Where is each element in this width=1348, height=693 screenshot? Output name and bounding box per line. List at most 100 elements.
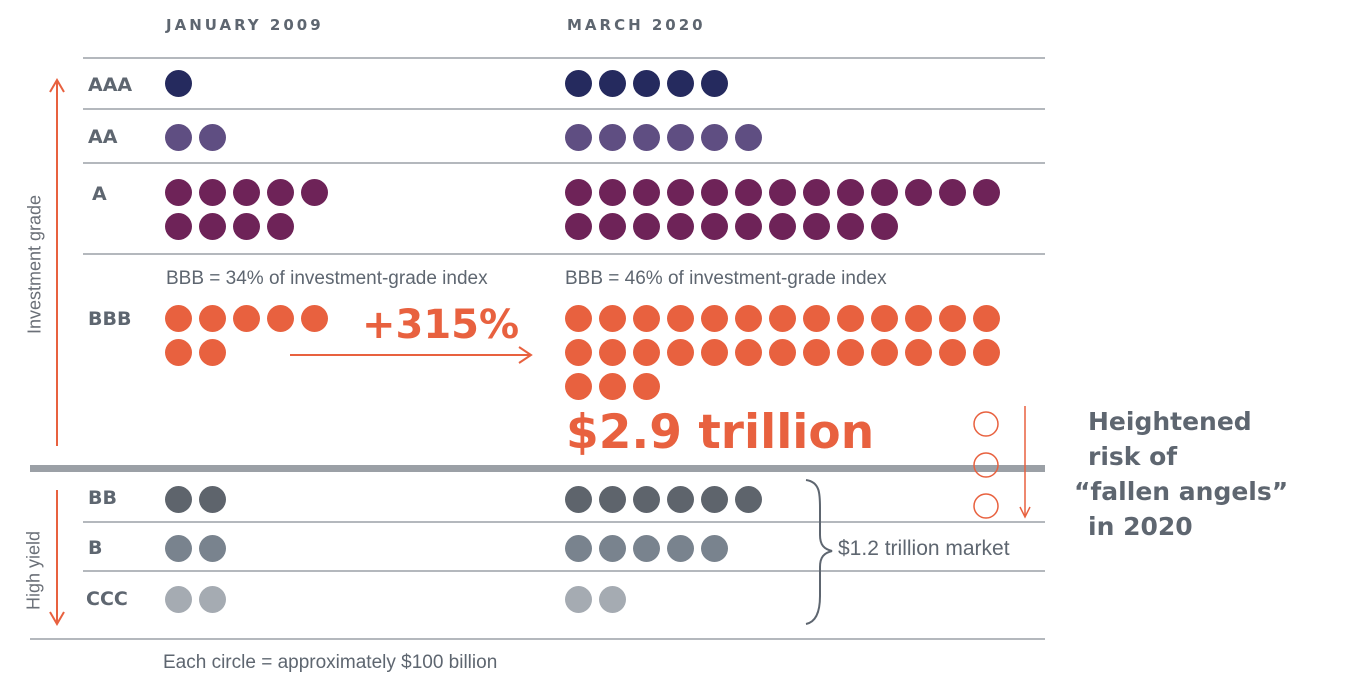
circle-a-2020 [735, 179, 762, 206]
circle-bbb-2020 [769, 339, 796, 366]
circle-a-2020 [939, 179, 966, 206]
circle-bbb-2020 [565, 373, 592, 400]
circle-a-2020 [871, 213, 898, 240]
circle-bbb-2020 [837, 339, 864, 366]
circle-ccc-2020 [565, 586, 592, 613]
circle-bbb-2009 [199, 339, 226, 366]
circle-bbb-2020 [633, 305, 660, 332]
risk-line-3: “fallen angels” [1074, 477, 1289, 506]
circle-bbb-2020 [871, 339, 898, 366]
divider-bb [83, 521, 1045, 523]
risk-line-1: Heightened [1088, 407, 1252, 436]
circle-a-2020 [599, 179, 626, 206]
circle-bbb-2020 [735, 339, 762, 366]
circle-a-2009 [233, 213, 260, 240]
high-yield-brace [805, 479, 833, 625]
circle-bb-2009 [199, 486, 226, 513]
circle-a-2009 [301, 179, 328, 206]
divider-aaa [83, 108, 1045, 110]
rating-label-aa: AA [88, 126, 118, 148]
circle-bbb-2020 [701, 339, 728, 366]
circle-a-2009 [199, 179, 226, 206]
circle-a-2020 [803, 179, 830, 206]
circle-bb-2020 [735, 486, 762, 513]
divider-investment-high-yield [30, 465, 1045, 472]
circle-a-2020 [599, 213, 626, 240]
circle-b-2009 [165, 535, 192, 562]
circle-bbb-2020 [735, 305, 762, 332]
high-yield-market-note: $1.2 trillion market [838, 537, 1010, 560]
circle-a-2020 [769, 213, 796, 240]
circle-bbb-2020 [599, 373, 626, 400]
circle-bb-2020 [565, 486, 592, 513]
circle-aa-2020 [599, 124, 626, 151]
divider-top [83, 57, 1045, 59]
rating-label-ccc: CCC [86, 588, 128, 610]
circle-bbb-2020 [803, 305, 830, 332]
circle-bbb-2020 [803, 339, 830, 366]
circle-aa-2009 [165, 124, 192, 151]
circle-a-2020 [633, 179, 660, 206]
circle-aaa-2020 [633, 70, 660, 97]
circle-bbb-2020 [565, 305, 592, 332]
growth-arrow [290, 346, 533, 364]
circle-a-2020 [769, 179, 796, 206]
bbb-share-2020-note: BBB = 46% of investment-grade index [565, 268, 887, 289]
divider-aa [83, 162, 1045, 164]
circle-bbb-2020 [565, 339, 592, 366]
circle-a-2020 [667, 213, 694, 240]
circle-a-2009 [199, 213, 226, 240]
circle-aaa-2009 [165, 70, 192, 97]
circle-bbb-2020 [769, 305, 796, 332]
circle-a-2020 [667, 179, 694, 206]
fallen-angel-circle [973, 493, 999, 519]
circle-a-2020 [701, 179, 728, 206]
circle-bbb-2009 [199, 305, 226, 332]
circle-b-2020 [565, 535, 592, 562]
circle-bbb-2020 [939, 339, 966, 366]
circle-bb-2009 [165, 486, 192, 513]
circle-a-2020 [565, 179, 592, 206]
circle-bbb-2020 [973, 305, 1000, 332]
circle-ccc-2009 [199, 586, 226, 613]
circle-bbb-2020 [667, 339, 694, 366]
circle-a-2009 [165, 213, 192, 240]
circle-bb-2020 [701, 486, 728, 513]
circle-aa-2009 [199, 124, 226, 151]
circle-aaa-2020 [701, 70, 728, 97]
circle-b-2020 [701, 535, 728, 562]
circle-aa-2020 [565, 124, 592, 151]
circle-bbb-2009 [267, 305, 294, 332]
fallen-angel-circle [973, 411, 999, 437]
circle-aaa-2020 [565, 70, 592, 97]
circle-a-2020 [701, 213, 728, 240]
circle-bb-2020 [633, 486, 660, 513]
circle-b-2009 [199, 535, 226, 562]
circle-a-2020 [565, 213, 592, 240]
circle-bbb-2020 [905, 305, 932, 332]
circle-a-2020 [905, 179, 932, 206]
circle-ccc-2009 [165, 586, 192, 613]
circle-a-2009 [267, 213, 294, 240]
circle-bb-2020 [599, 486, 626, 513]
circle-ccc-2020 [599, 586, 626, 613]
fallen-angel-circles [973, 411, 999, 519]
circle-bbb-2009 [233, 305, 260, 332]
rating-label-bbb: BBB [88, 308, 132, 330]
circle-bbb-2009 [301, 305, 328, 332]
rating-label-aaa: AAA [88, 74, 133, 96]
circle-a-2020 [973, 179, 1000, 206]
divider-bottom [30, 638, 1045, 640]
circle-a-2020 [871, 179, 898, 206]
circle-b-2020 [599, 535, 626, 562]
circle-a-2009 [233, 179, 260, 206]
circle-bb-2020 [667, 486, 694, 513]
circle-a-2020 [837, 179, 864, 206]
circle-aaa-2020 [599, 70, 626, 97]
investment-grade-arrow [49, 78, 65, 446]
circle-aa-2020 [667, 124, 694, 151]
circle-a-2009 [165, 179, 192, 206]
bbb-total-value: $2.9 trillion [566, 405, 875, 460]
column-header-2020: MARCH 2020 [567, 16, 706, 34]
